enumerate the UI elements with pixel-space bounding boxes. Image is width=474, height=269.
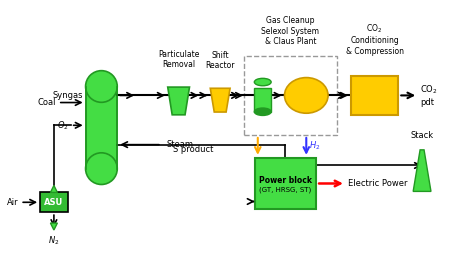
Text: $H_2$: $H_2$ bbox=[309, 140, 321, 152]
Text: CO$_2$
Conditioning
& Compression: CO$_2$ Conditioning & Compression bbox=[346, 23, 403, 56]
Text: Shift
Reactor: Shift Reactor bbox=[205, 51, 235, 70]
Text: Particulate
Removal: Particulate Removal bbox=[158, 50, 199, 69]
Bar bbox=[86, 87, 117, 169]
Polygon shape bbox=[210, 88, 230, 112]
Text: Power block: Power block bbox=[259, 176, 312, 185]
Text: Air: Air bbox=[7, 198, 18, 207]
Text: Steam: Steam bbox=[167, 140, 194, 149]
Polygon shape bbox=[50, 223, 57, 230]
Ellipse shape bbox=[86, 153, 117, 185]
Bar bbox=[255, 88, 271, 112]
Text: CO$_2$
pdt: CO$_2$ pdt bbox=[420, 84, 438, 107]
Text: Electric Power: Electric Power bbox=[348, 179, 407, 188]
Text: ASU: ASU bbox=[44, 198, 64, 207]
FancyBboxPatch shape bbox=[40, 192, 68, 212]
Text: Coal: Coal bbox=[37, 98, 56, 107]
Text: Gas Cleanup
Selexol System
& Claus Plant: Gas Cleanup Selexol System & Claus Plant bbox=[262, 16, 319, 46]
Polygon shape bbox=[168, 87, 190, 115]
Text: Syngas: Syngas bbox=[52, 91, 82, 100]
Polygon shape bbox=[50, 185, 57, 192]
Text: S product: S product bbox=[173, 145, 213, 154]
Ellipse shape bbox=[86, 71, 117, 102]
Bar bbox=[255, 158, 316, 209]
Polygon shape bbox=[413, 150, 431, 192]
Ellipse shape bbox=[284, 77, 328, 113]
Text: $N_2$: $N_2$ bbox=[48, 235, 60, 247]
Text: Stack: Stack bbox=[410, 131, 434, 140]
Ellipse shape bbox=[255, 108, 271, 115]
Text: $O_2$: $O_2$ bbox=[57, 119, 69, 132]
Bar bbox=[244, 56, 337, 135]
Ellipse shape bbox=[255, 78, 271, 86]
Bar bbox=[351, 76, 398, 115]
Text: (GT, HRSG, ST): (GT, HRSG, ST) bbox=[259, 186, 311, 193]
